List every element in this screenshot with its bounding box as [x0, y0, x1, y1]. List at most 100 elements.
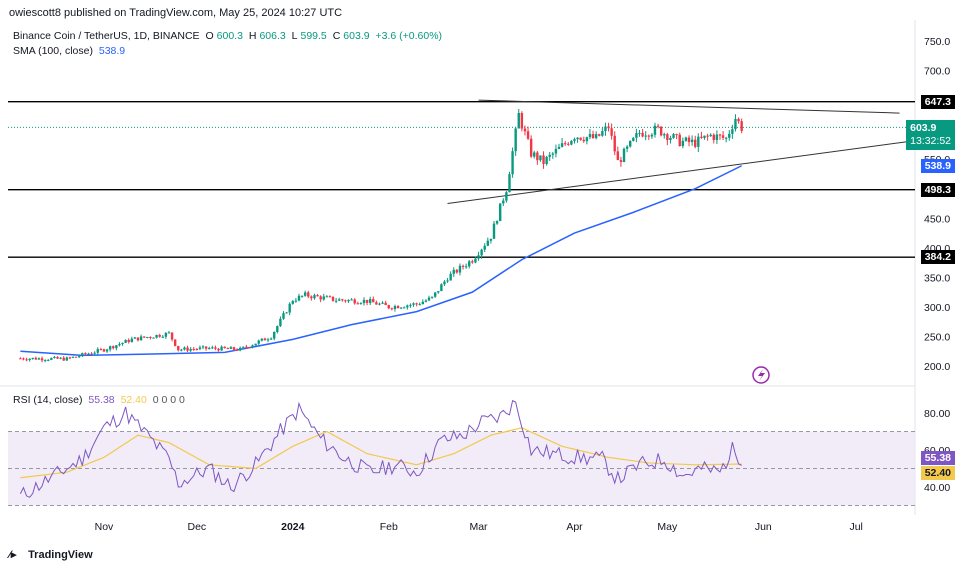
candle-body	[669, 137, 672, 141]
candle-body	[102, 349, 106, 352]
candle-body	[681, 140, 685, 147]
low-label: L	[291, 30, 298, 42]
candle-body	[189, 348, 192, 351]
candle-body	[548, 154, 551, 157]
candle-body	[629, 140, 632, 147]
x-tick-label: Apr	[566, 521, 583, 533]
high-label: H	[248, 30, 257, 42]
candle-body	[37, 358, 41, 360]
candle-body	[288, 303, 291, 313]
x-tick-label: May	[657, 521, 678, 533]
candle-body	[486, 240, 490, 246]
rsi-pane	[8, 399, 915, 506]
candle-body	[715, 134, 719, 140]
candle-body	[536, 152, 539, 161]
candle-body	[353, 299, 356, 304]
candle-body	[112, 346, 115, 349]
candle-body	[526, 131, 530, 139]
rsi-label[interactable]: RSI (14, close)	[13, 394, 83, 406]
candle-body	[65, 357, 69, 361]
candle-body	[115, 345, 118, 349]
rsi-zeros: 0 0 0 0	[152, 394, 185, 406]
candle-body	[502, 200, 505, 204]
candle-body	[124, 339, 127, 343]
candle-body	[663, 134, 666, 136]
candle-body	[121, 342, 124, 345]
candle-body	[350, 299, 353, 301]
candle-body	[214, 347, 217, 349]
candle-body	[161, 336, 164, 338]
candle-body	[226, 348, 229, 350]
candle-body	[285, 312, 288, 314]
candle-body	[582, 139, 585, 142]
candle-body	[62, 357, 65, 361]
candle-body	[573, 139, 576, 141]
candle-body	[427, 297, 431, 301]
candle-body	[737, 118, 740, 122]
symbol-label[interactable]: Binance Coin / TetherUS, 1D, BINANCE	[13, 30, 200, 42]
tradingview-brand[interactable]: ⁄▸ TradingView	[9, 548, 93, 561]
open-label: O	[205, 30, 214, 42]
candle-body	[514, 128, 517, 152]
candle-body	[564, 143, 567, 145]
rsi-tick-label: 40.00	[924, 482, 950, 494]
candle-body	[291, 301, 294, 304]
candle-body	[492, 223, 496, 239]
sma-label[interactable]: SMA (100, close)	[13, 45, 93, 57]
candle-body	[477, 255, 480, 259]
candle-body	[254, 343, 257, 346]
candle-body	[108, 346, 112, 350]
candle-body	[217, 348, 220, 351]
candle-body	[684, 137, 688, 141]
x-tick-label: Jul	[849, 521, 862, 533]
candle-body	[279, 318, 282, 327]
candle-body	[424, 300, 428, 302]
candle-body	[81, 353, 84, 357]
candle-body	[96, 349, 99, 353]
candle-body	[90, 353, 93, 355]
candle-body	[220, 346, 223, 351]
candle-body	[381, 302, 384, 304]
candle-body	[365, 299, 369, 303]
candle-body	[99, 349, 103, 351]
resistance-tag: 647.3	[920, 95, 955, 109]
candle-body	[672, 134, 675, 138]
candle-body	[173, 339, 177, 346]
candle-body	[656, 125, 660, 127]
candle-body	[675, 134, 678, 136]
candle-body	[158, 334, 161, 337]
candle-body	[19, 358, 22, 360]
trendline-lower	[447, 140, 909, 204]
candle-body	[319, 296, 322, 300]
candle-body	[183, 347, 186, 350]
candle-body	[498, 203, 502, 222]
x-tick-label: 2024	[281, 521, 305, 533]
lightning-icon[interactable]	[752, 366, 770, 384]
sma-tag: 538.9	[920, 159, 955, 173]
candle-body	[474, 258, 477, 263]
candle-body	[294, 300, 298, 302]
rsi-ma-tag: 52.40	[920, 466, 955, 480]
price-tick-label: 750.0	[924, 36, 950, 48]
candle-body	[520, 112, 524, 129]
candle-body	[721, 135, 725, 138]
candle-body	[50, 358, 53, 360]
candle-body	[362, 299, 366, 304]
tradingview-logo-icon: ⁄▸	[9, 549, 17, 561]
candle-body	[659, 126, 663, 136]
candle-body	[201, 346, 205, 348]
candle-body	[251, 345, 254, 348]
sma-value: 538.9	[98, 45, 126, 57]
candle-body	[687, 137, 691, 143]
candle-body	[105, 349, 109, 352]
candle-body	[245, 346, 248, 348]
candle-body	[269, 338, 273, 340]
candle-body	[632, 137, 635, 141]
candle-body	[529, 138, 533, 157]
candle-body	[263, 338, 267, 341]
candle-body	[604, 126, 607, 132]
candle-body	[694, 139, 697, 147]
candle-body	[557, 146, 561, 149]
candle-body	[59, 357, 62, 359]
